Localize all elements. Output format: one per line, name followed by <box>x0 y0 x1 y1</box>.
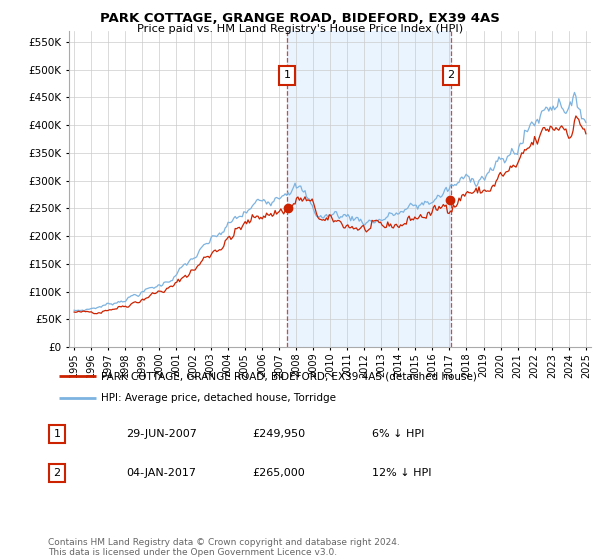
Text: 04-JAN-2017: 04-JAN-2017 <box>126 468 196 478</box>
Text: 12% ↓ HPI: 12% ↓ HPI <box>372 468 431 478</box>
Text: 1: 1 <box>284 70 291 80</box>
Text: 29-JUN-2007: 29-JUN-2007 <box>126 429 197 439</box>
Text: Price paid vs. HM Land Registry's House Price Index (HPI): Price paid vs. HM Land Registry's House … <box>137 24 463 34</box>
Text: HPI: Average price, detached house, Torridge: HPI: Average price, detached house, Torr… <box>101 393 336 403</box>
Text: PARK COTTAGE, GRANGE ROAD, BIDEFORD, EX39 4AS: PARK COTTAGE, GRANGE ROAD, BIDEFORD, EX3… <box>100 12 500 25</box>
Text: Contains HM Land Registry data © Crown copyright and database right 2024.
This d: Contains HM Land Registry data © Crown c… <box>48 538 400 557</box>
Text: PARK COTTAGE, GRANGE ROAD, BIDEFORD, EX39 4AS (detached house): PARK COTTAGE, GRANGE ROAD, BIDEFORD, EX3… <box>101 371 476 381</box>
Bar <box>287 31 451 347</box>
Text: 1: 1 <box>53 429 61 439</box>
Text: £249,950: £249,950 <box>252 429 305 439</box>
Text: 2: 2 <box>53 468 61 478</box>
Text: 2: 2 <box>447 70 454 80</box>
Text: £265,000: £265,000 <box>252 468 305 478</box>
Text: 6% ↓ HPI: 6% ↓ HPI <box>372 429 424 439</box>
